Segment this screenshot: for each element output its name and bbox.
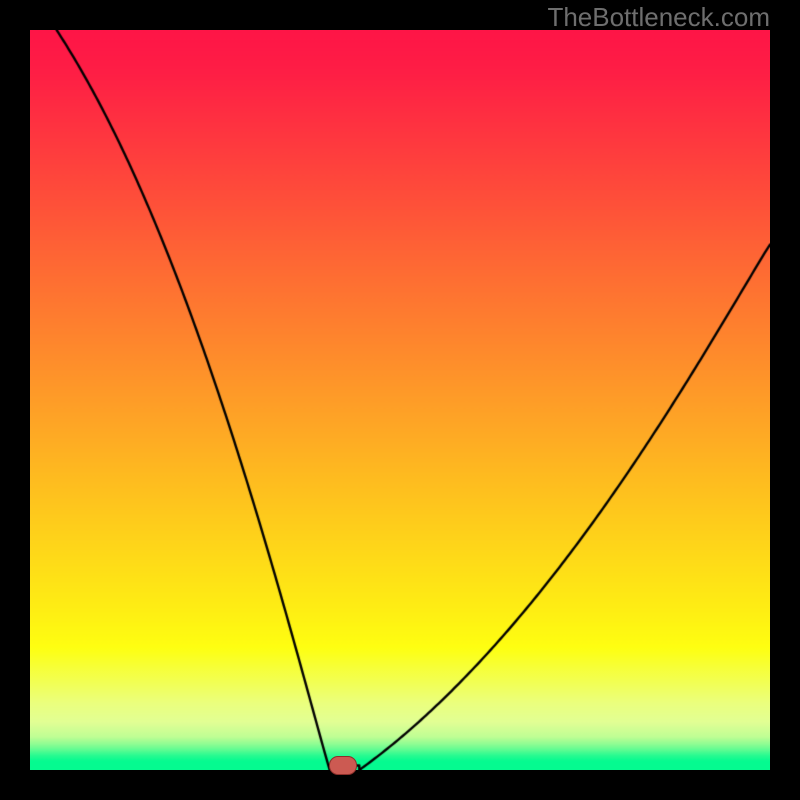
plot-frame xyxy=(30,30,770,770)
bottleneck-curve xyxy=(30,30,770,770)
watermark-text: TheBottleneck.com xyxy=(547,2,770,33)
chart-root: TheBottleneck.com xyxy=(0,0,800,800)
optimal-point-marker xyxy=(329,756,357,775)
